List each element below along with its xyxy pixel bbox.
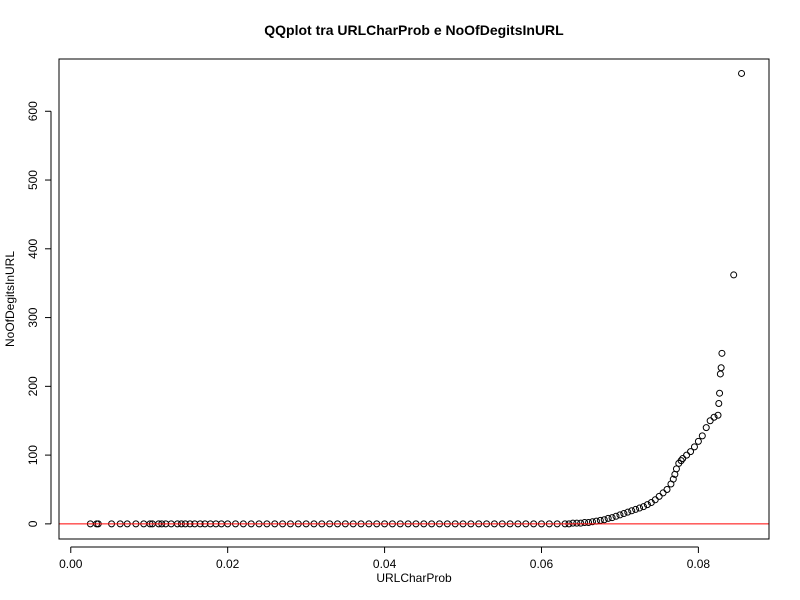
- y-tick-label: 500: [26, 170, 40, 190]
- y-tick-label: 200: [26, 376, 40, 396]
- data-point: [569, 519, 577, 527]
- data-point: [588, 518, 596, 526]
- y-axis-label: NoOfDegitsInURL: [3, 251, 17, 347]
- data-point: [643, 501, 651, 509]
- data-point: [694, 437, 702, 445]
- y-tick-label: 400: [26, 238, 40, 258]
- data-point: [577, 519, 585, 527]
- data-point: [604, 514, 612, 522]
- x-axis-label: URLCharProb: [376, 571, 452, 585]
- data-point: [716, 389, 724, 397]
- data-point: [710, 413, 718, 421]
- data-point: [714, 411, 722, 419]
- data-point: [679, 455, 687, 463]
- data-point: [581, 519, 589, 526]
- y-tick-label: 0: [26, 520, 40, 527]
- data-point: [585, 519, 593, 526]
- data-point: [698, 432, 706, 440]
- data-point: [636, 504, 644, 512]
- data-point: [620, 510, 628, 518]
- data-point: [573, 519, 581, 527]
- data-point: [600, 516, 608, 524]
- data-point: [715, 400, 723, 408]
- plot-area: [59, 69, 769, 528]
- data-point: [690, 443, 698, 451]
- data-point: [659, 489, 667, 497]
- data-point: [612, 512, 620, 520]
- data-point: [616, 511, 624, 519]
- data-point: [639, 503, 647, 511]
- x-tick-label: 0.04: [373, 557, 397, 571]
- y-tick-label: 100: [26, 445, 40, 465]
- data-point: [608, 514, 616, 522]
- x-tick-label: 0.08: [687, 557, 711, 571]
- data-point: [663, 485, 671, 493]
- x-axis: 0.00 0.02 0.04 0.06 0.08: [59, 546, 711, 571]
- data-point: [624, 508, 632, 516]
- y-axis: 0 100 200 300 400 500 600: [26, 101, 52, 527]
- data-point: [651, 496, 659, 504]
- data-point: [738, 69, 746, 77]
- x-tick-label: 0.06: [530, 557, 554, 571]
- data-point: [655, 492, 663, 500]
- y-tick-label: 300: [26, 307, 40, 327]
- x-tick-label: 0.02: [216, 557, 240, 571]
- x-tick-label: 0.00: [59, 557, 83, 571]
- data-point: [702, 424, 710, 432]
- chart-title: QQplot tra URLCharProb e NoOfDegitsInURL: [264, 22, 564, 38]
- data-point: [683, 451, 691, 459]
- data-point: [628, 507, 636, 515]
- data-point: [632, 505, 640, 513]
- data-point: [669, 475, 677, 483]
- data-point: [717, 364, 725, 372]
- data-point: [687, 448, 695, 456]
- data-point: [677, 457, 685, 465]
- data-point: [730, 271, 738, 279]
- plot-frame: [58, 58, 770, 540]
- y-tick-label: 600: [26, 101, 40, 121]
- data-point: [706, 417, 714, 425]
- data-point: [718, 349, 726, 357]
- data-point: [716, 370, 724, 378]
